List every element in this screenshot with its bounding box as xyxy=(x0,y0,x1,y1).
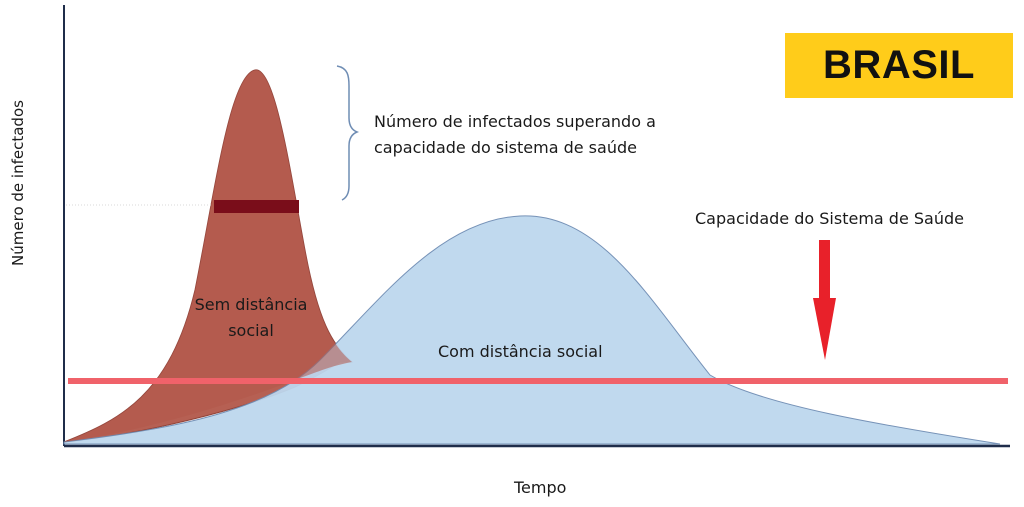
no-distance-label-line1: Sem distância xyxy=(194,295,308,314)
y-axis-label: Número de infectados xyxy=(9,100,27,266)
no-distance-overlap xyxy=(64,69,352,443)
capacity-label: Capacidade do Sistema de Saúde xyxy=(695,209,964,228)
no-distance-label-line2: social xyxy=(228,321,274,340)
peak-marker xyxy=(214,200,299,213)
brace-icon xyxy=(336,65,360,201)
excess-annotation-line1: Número de infectados superando a xyxy=(374,112,656,131)
with-distance-curve xyxy=(63,215,1001,445)
excess-annotation-line2: capacidade do sistema de saúde xyxy=(374,138,637,157)
country-badge-text: BRASIL xyxy=(823,43,975,87)
no-distance-label: Sem distância social xyxy=(186,292,316,344)
excess-annotation: Número de infectados superando a capacid… xyxy=(374,109,704,161)
country-badge: BRASIL xyxy=(785,33,1013,98)
x-axis-label: Tempo xyxy=(514,478,567,497)
with-distance-label: Com distância social xyxy=(438,342,603,361)
down-arrow-icon xyxy=(813,240,836,360)
